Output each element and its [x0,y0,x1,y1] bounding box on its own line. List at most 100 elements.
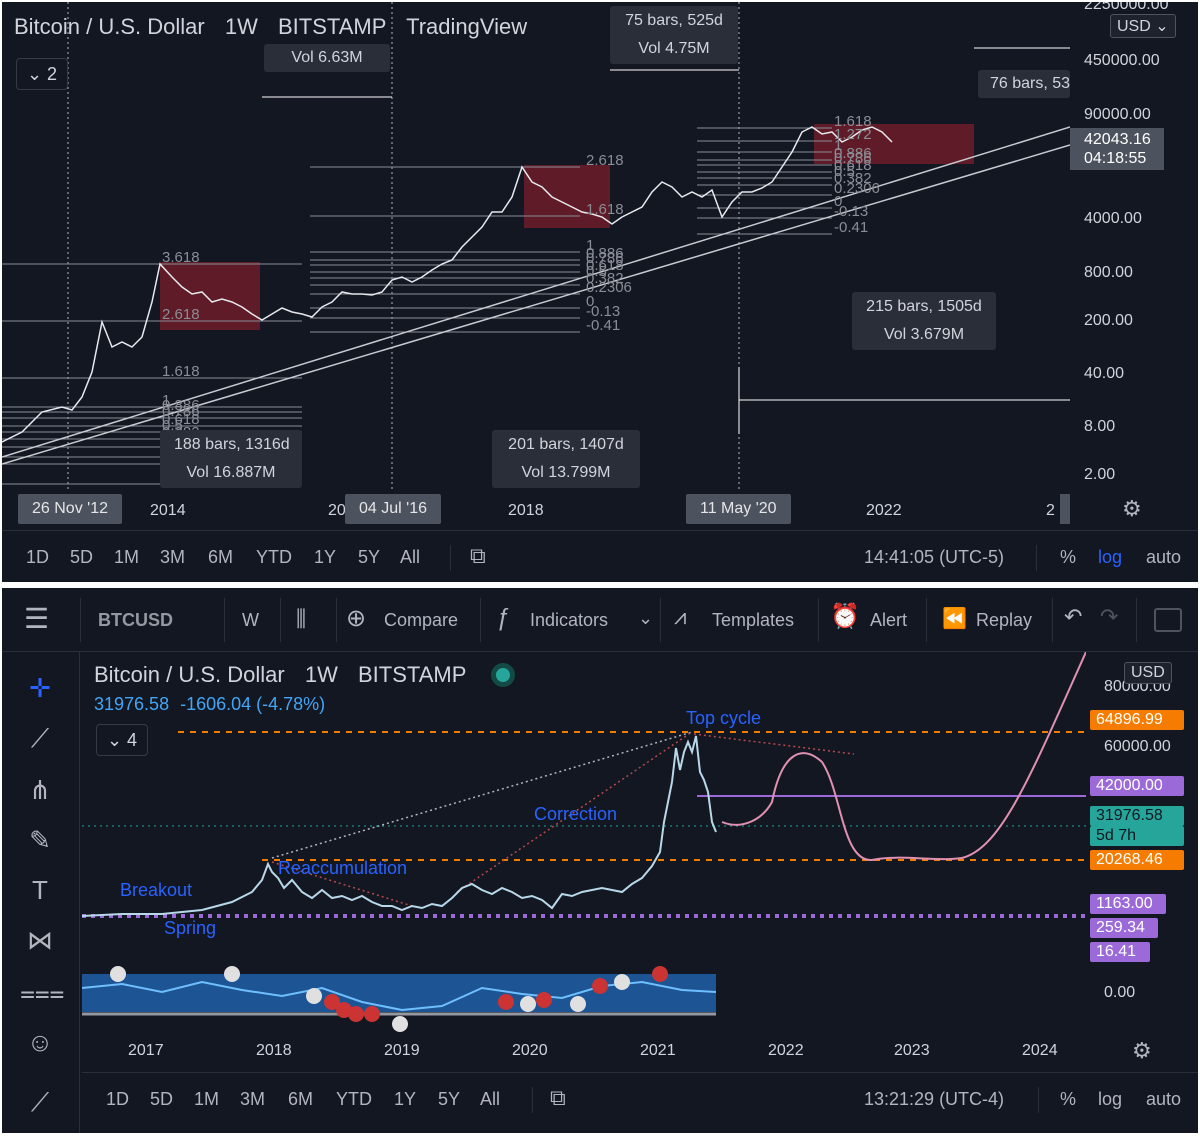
measure-label[interactable]: 201 bars, 1407d Vol 13.799M [492,430,640,488]
price-level-tag: 16.41 [1090,942,1150,962]
replay-button[interactable]: Replay [976,610,1033,630]
rewind-icon: ⏪ [942,608,967,630]
undo-icon[interactable]: ↶ [1064,604,1083,629]
price-axis[interactable]: 80000.00 60000.00 0.00 USD 64896.99 42000… [1086,652,1198,1032]
legend-toggle-button[interactable]: ⌄ 2 [16,58,68,90]
fib-level-label: 0.5 [834,163,855,180]
crosshair-icon[interactable]: ✛ [29,673,51,703]
timeframe-button[interactable]: 1M [194,1089,220,1109]
annotation-reaccumulation[interactable]: Reaccumulation [278,858,408,878]
price-axis-label: 60000.00 [1104,738,1171,755]
settings-gear-icon[interactable]: ⚙ [1122,496,1142,521]
trend-line [2,126,1070,458]
percent-toggle[interactable]: % [1060,1089,1077,1109]
timeframe-button[interactable]: All [480,1089,501,1109]
timeframe-button[interactable]: YTD [336,1089,372,1109]
compare-button[interactable]: Compare [384,610,459,630]
timeframe-button[interactable]: YTD [256,547,292,567]
chevron-down-icon: ⌄ [1155,18,1169,35]
interval-button[interactable]: W [242,610,259,630]
measure-icon[interactable]: ⩶ [20,977,65,1007]
pattern-icon[interactable]: ⋈ [27,925,53,955]
log-toggle[interactable]: log [1098,1089,1123,1109]
auto-toggle[interactable]: auto [1146,547,1182,567]
templates-icon: ⩘ [674,604,687,629]
toolbar-divider [532,1087,533,1113]
price-level-tag: 5d 7h [1090,826,1184,846]
emoji-icon[interactable]: ☺ [26,1027,54,1057]
timeframe-button[interactable]: 5D [70,547,94,567]
indicators-button[interactable]: Indicators [530,610,609,630]
fib-level-label: 1 [834,137,843,154]
symbol-title: Bitcoin / U.S. Dollar [14,14,205,39]
timeframe-button[interactable]: 6M [208,547,234,567]
trend-line [456,731,693,893]
measure-label[interactable]: 76 bars, 53 [978,70,1070,98]
fib-level-label: 2.618 [162,306,200,323]
auto-toggle[interactable]: auto [1146,1089,1182,1109]
function-icon: ƒ [496,604,510,631]
alert-button[interactable]: Alert [870,610,908,630]
timeframe-button[interactable]: 1Y [394,1089,417,1109]
currency-selector[interactable]: USD ⌄ [1110,14,1176,38]
trend-line-icon[interactable]: ⟋ [30,723,50,753]
brush-icon[interactable]: ✎ [29,825,51,855]
fib-level-label: 0.618 [586,257,624,274]
timeframe-button[interactable]: 3M [160,547,186,567]
timeframe-button[interactable]: 5Y [358,547,381,567]
clock-label[interactable]: 14:41:05 (UTC-5) [864,547,1005,567]
menu-icon[interactable]: ☰ [24,603,50,634]
annotation-spring[interactable]: Spring [164,918,217,938]
pitchfork-icon[interactable]: ⋔ [29,775,51,805]
symbol-search[interactable]: BTCUSD [98,610,173,630]
timeframe-button[interactable]: 1D [106,1089,130,1109]
interval-label[interactable]: 1W [304,662,338,687]
timeframe-button[interactable]: 1Y [314,547,337,567]
log-toggle[interactable]: log [1098,547,1123,567]
oscillator-fill [82,974,716,1012]
timeframe-button[interactable]: 6M [288,1089,314,1109]
currency-selector[interactable]: USD [1124,662,1172,684]
legend-toggle-button[interactable]: ⌄ 4 [96,724,148,756]
measure-label[interactable]: Vol 6.63M [264,44,390,72]
annotation-breakout[interactable]: Breakout [120,880,193,900]
oscillator-signal-dot [652,966,668,982]
current-price: 42043.16 [1084,131,1151,148]
time-axis-label: 2022 [866,502,902,519]
legend-toggle-count: 4 [127,730,138,750]
templates-button[interactable]: Templates [712,610,795,630]
annotation-top-cycle[interactable]: Top cycle [686,708,762,728]
timeframe-button[interactable]: 5D [150,1089,174,1109]
timeframe-button[interactable]: 1D [26,547,50,567]
annotation-correction[interactable]: Correction [534,804,618,824]
date-range-icon[interactable]: ⧉ [470,543,486,568]
fib-level-label: 0.886 [834,145,872,162]
chevron-down-icon[interactable]: ⌄ [638,608,654,628]
oscillator-signal-dot [324,994,340,1010]
forecast-curve [721,652,1086,862]
text-icon[interactable]: T [32,875,48,905]
redo-icon[interactable]: ↷ [1100,604,1119,629]
fib-level-label: -0.13 [586,303,621,320]
clock-label[interactable]: 13:21:29 (UTC-4) [864,1089,1005,1109]
measure-label[interactable]: 188 bars, 1316d Vol 16.887M [160,430,302,488]
price-axis[interactable]: 2250000.00 450000.00 90000.00 4000.00 80… [1070,2,1198,490]
timeframe-button[interactable]: 1M [114,547,140,567]
time-axis[interactable]: 2017 2018 2019 2020 2021 2022 2023 2024 [82,1032,1086,1072]
measure-label[interactable]: 75 bars, 525d Vol 4.75M [610,6,738,64]
fullscreen-icon[interactable] [1154,608,1182,632]
bottom-chart-canvas[interactable] [82,652,1086,1032]
timeframe-button[interactable]: 5Y [438,1089,461,1109]
measure-bars: 75 bars, 525d [625,12,723,29]
settings-gear-icon[interactable]: ⚙ [1132,1038,1152,1063]
candle-style-icon[interactable]: ⫼ [296,606,307,631]
interval-label[interactable]: 1W [224,14,258,39]
percent-toggle[interactable]: % [1060,547,1077,567]
ruler-icon[interactable]: ⟋ [30,1087,50,1117]
time-axis[interactable]: 2014 20 2018 2022 2 26 Nov '12 04 Jul '1… [2,490,1070,530]
date-range-icon[interactable]: ⧉ [550,1085,566,1110]
measure-label[interactable]: 215 bars, 1505d Vol 3.679M [852,292,996,350]
fib-level-label: 1.618 [834,113,872,130]
timeframe-button[interactable]: 3M [240,1089,266,1109]
timeframe-button[interactable]: All [400,547,421,567]
